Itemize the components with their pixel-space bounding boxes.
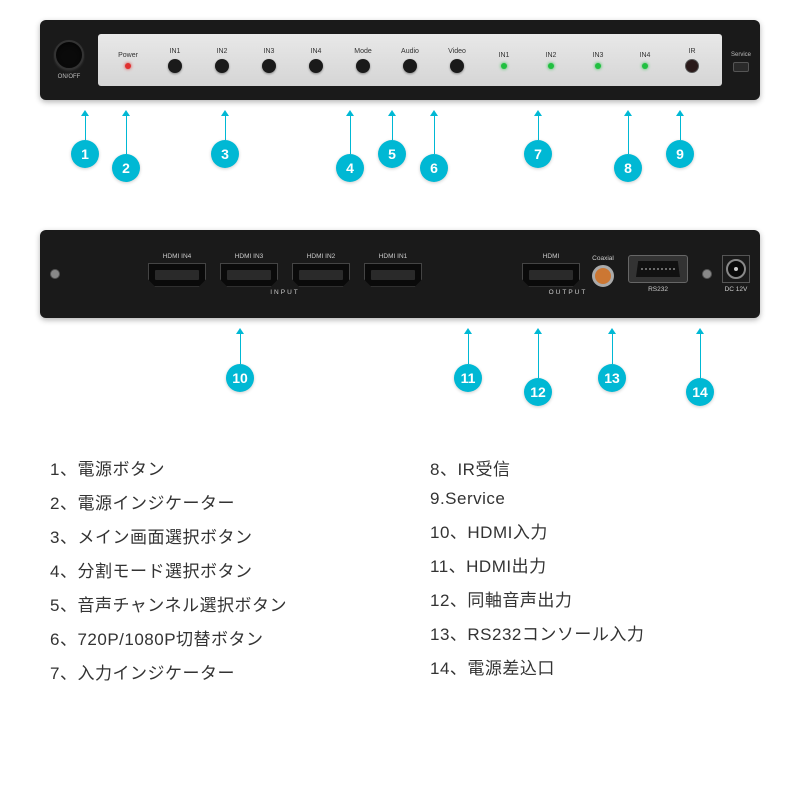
- front-silver-panel: Power IN1 IN2 IN3 IN4 Mode Audio Video I…: [98, 34, 722, 86]
- in3-led: [595, 63, 601, 69]
- legend-item: 3、メイン画面選択ボタン: [50, 523, 370, 548]
- hdmi-input-group: HDMI IN4 HDMI IN3 HDMI IN2 HDMI IN1 INPU…: [68, 253, 502, 296]
- power-led-col: Power: [106, 52, 150, 69]
- legend-right-col: 8、IR受信 9.Service 10、HDMI入力 11、HDMI出力 12、同軸音声…: [430, 446, 750, 693]
- callout-badge: 11: [454, 364, 482, 392]
- callout-badge: 5: [378, 140, 406, 168]
- dc-section: DC 12V: [722, 255, 750, 293]
- power-button[interactable]: [54, 40, 84, 70]
- callout-7: 7: [524, 110, 552, 168]
- hdmi-in4-port[interactable]: [148, 263, 206, 287]
- in4-button[interactable]: [309, 59, 323, 73]
- callout-10: 10: [226, 328, 254, 392]
- in1-led: [501, 63, 507, 69]
- coaxial-port[interactable]: [592, 265, 614, 287]
- callout-badge: 3: [211, 140, 239, 168]
- in2-button[interactable]: [215, 59, 229, 73]
- rs232-port[interactable]: [628, 255, 688, 283]
- hdmi-out-port[interactable]: [522, 263, 580, 287]
- video-button[interactable]: [450, 59, 464, 73]
- callout-badge: 1: [71, 140, 99, 168]
- legend-item: 6、720P/1080P切替ボタン: [50, 625, 370, 650]
- callout-3: 3: [211, 110, 239, 168]
- legend-item: 9.Service: [430, 489, 750, 509]
- hdmi-in1-port[interactable]: [364, 263, 422, 287]
- callout-badge: 6: [420, 154, 448, 182]
- callout-4: 4: [336, 110, 364, 182]
- callout-1: 1: [71, 110, 99, 168]
- in3-button[interactable]: [262, 59, 276, 73]
- legend-item: 11、HDMI出力: [430, 552, 750, 577]
- hdmi-in2-port[interactable]: [292, 263, 350, 287]
- back-callouts: 10 11 12 13 14: [40, 328, 760, 418]
- in4-led: [642, 63, 648, 69]
- legend-item: 8、IR受信: [430, 455, 750, 480]
- service-port[interactable]: [733, 62, 749, 72]
- legend-item: 14、電源差込口: [430, 654, 750, 679]
- callout-badge: 12: [524, 378, 552, 406]
- legend-item: 2、電源インジケーター: [50, 489, 370, 514]
- mode-button[interactable]: [356, 59, 370, 73]
- callout-2: 2: [112, 110, 140, 182]
- hdmi-in3-port[interactable]: [220, 263, 278, 287]
- device-back-panel: HDMI IN4 HDMI IN3 HDMI IN2 HDMI IN1 INPU…: [40, 230, 760, 318]
- callout-badge: 2: [112, 154, 140, 182]
- front-callouts: 12 3 456 7 89: [40, 110, 760, 200]
- legend-item: 1、電源ボタン: [50, 455, 370, 480]
- in1-button[interactable]: [168, 59, 182, 73]
- callout-badge: 8: [614, 154, 642, 182]
- callout-8: 8: [614, 110, 642, 182]
- screw-icon: [702, 269, 712, 279]
- dc-jack[interactable]: [726, 259, 746, 279]
- power-section: ON/OFF: [40, 40, 98, 80]
- callout-11: 11: [454, 328, 482, 392]
- legend-left-col: 1、電源ボタン 2、電源インジケーター 3、メイン画面選択ボタン 4、分割モード選択ボ…: [50, 446, 370, 693]
- callout-badge: 9: [666, 140, 694, 168]
- callout-9: 9: [666, 110, 694, 168]
- callout-14: 14: [686, 328, 714, 406]
- screw-icon: [50, 269, 60, 279]
- callout-12: 12: [524, 328, 552, 406]
- audio-button[interactable]: [403, 59, 417, 73]
- power-led: [125, 63, 131, 69]
- callout-13: 13: [598, 328, 626, 392]
- hdmi-output-group: HDMI Coaxial OUTPUT: [522, 253, 614, 296]
- callout-badge: 14: [686, 378, 714, 406]
- in2-led: [548, 63, 554, 69]
- legend-item: 7、入力インジケーター: [50, 659, 370, 684]
- power-label: ON/OFF: [58, 74, 81, 80]
- ir-sensor: [685, 59, 699, 73]
- legend-item: 12、同軸音声出力: [430, 586, 750, 611]
- callout-badge: 10: [226, 364, 254, 392]
- device-front-panel: ON/OFF Power IN1 IN2 IN3 IN4 Mode Audio …: [40, 20, 760, 100]
- callout-6: 6: [420, 110, 448, 182]
- legend-item: 4、分割モード選択ボタン: [50, 557, 370, 582]
- legend: 1、電源ボタン 2、電源インジケーター 3、メイン画面選択ボタン 4、分割モード選択ボ…: [30, 446, 770, 693]
- callout-5: 5: [378, 110, 406, 168]
- callout-badge: 4: [336, 154, 364, 182]
- service-port-section: Service: [730, 48, 752, 72]
- callout-badge: 13: [598, 364, 626, 392]
- rs232-section: RS232: [628, 255, 688, 293]
- callout-badge: 7: [524, 140, 552, 168]
- legend-item: 10、HDMI入力: [430, 518, 750, 543]
- legend-item: 5、音声チャンネル選択ボタン: [50, 591, 370, 616]
- legend-item: 13、RS232コンソール入力: [430, 620, 750, 645]
